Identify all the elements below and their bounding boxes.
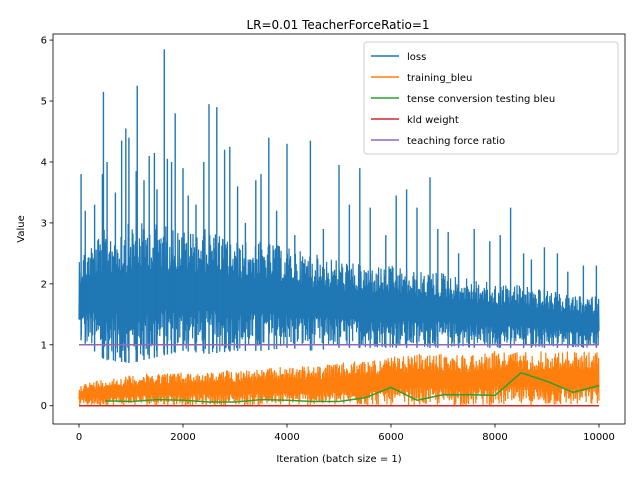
x-tick-label: 4000: [274, 432, 299, 443]
y-tick-label: 4: [41, 157, 47, 168]
y-tick-label: 5: [41, 97, 47, 108]
x-tick-label: 0: [76, 432, 82, 443]
y-tick-label: 2: [41, 279, 47, 290]
legend-frame: [363, 41, 619, 155]
series-training-bleu: [78, 351, 600, 406]
x-tick-label: 10000: [583, 432, 615, 443]
legend-label: loss: [407, 52, 426, 63]
y-axis-label: Value: [16, 215, 27, 242]
x-axis-label: Iteration (batch size = 1): [276, 454, 401, 465]
x-tick-label: 2000: [170, 432, 195, 443]
series-layer: [78, 49, 600, 407]
legend-label: training_bleu: [407, 73, 472, 84]
x-axis: 0 2000 4000 6000 8000 10000: [76, 424, 615, 443]
x-tick-label: 6000: [378, 432, 403, 443]
legend-label: tense conversion testing bleu: [407, 94, 555, 105]
series-trace: [78, 351, 600, 406]
y-tick-label: 1: [41, 340, 47, 351]
chart-title: LR=0.01 TeacherForceRatio=1: [246, 18, 429, 32]
y-tick-label: 3: [41, 218, 47, 229]
series-loss: [78, 49, 600, 363]
plot-frame: [52, 33, 626, 425]
y-axis: 0 1 2 3 4 5 6: [41, 36, 53, 412]
y-tick-label: 6: [41, 36, 47, 47]
series-tense-conversion-testing-bleu: [104, 371, 600, 403]
x-tick-label: 8000: [482, 432, 507, 443]
y-tick-label: 0: [41, 401, 47, 412]
legend-label: teaching force ratio: [407, 136, 505, 147]
legend-label: kld weight: [407, 115, 459, 126]
